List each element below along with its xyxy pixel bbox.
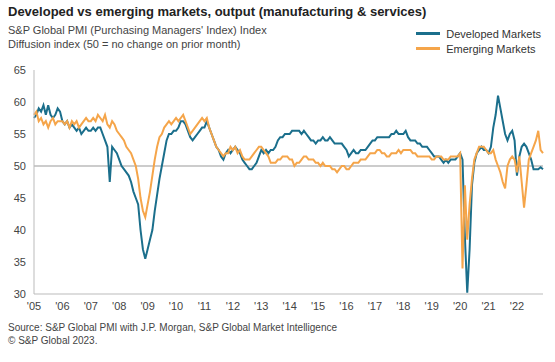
html-text:Developed vs emerging markets,: Developed vs emerging markets, output (m… xyxy=(8,4,427,19)
html-text:Developed Markets: Developed Markets xyxy=(446,27,541,40)
svg-text:55: 55 xyxy=(14,128,26,140)
svg-text:'17: '17 xyxy=(368,300,382,312)
html-text:Diffusion index (50 = no chang: Diffusion index (50 = no change on prior… xyxy=(8,38,241,50)
svg-text:'11: '11 xyxy=(198,300,212,312)
svg-text:'14: '14 xyxy=(283,300,297,312)
svg-text:'16: '16 xyxy=(339,300,353,312)
svg-text:45: 45 xyxy=(14,192,26,204)
svg-text:'21: '21 xyxy=(481,300,495,312)
html-text:S&P Global PMI (Purchasing Man: S&P Global PMI (Purchasing Managers' Ind… xyxy=(8,24,267,36)
svg-text:30: 30 xyxy=(14,288,26,300)
svg-text:35: 35 xyxy=(14,256,26,268)
svg-text:'08: '08 xyxy=(112,300,126,312)
svg-text:'09: '09 xyxy=(140,300,154,312)
svg-text:'20: '20 xyxy=(453,300,467,312)
html-text:Source: S&P Global PMI with J.: Source: S&P Global PMI with J.P. Morgan,… xyxy=(8,322,338,333)
svg-text:'05: '05 xyxy=(27,300,41,312)
svg-text:'22: '22 xyxy=(510,300,524,312)
svg-text:65: 65 xyxy=(14,64,26,76)
svg-text:'07: '07 xyxy=(84,300,98,312)
svg-text:'10: '10 xyxy=(169,300,183,312)
svg-text:'06: '06 xyxy=(55,300,69,312)
svg-text:'18: '18 xyxy=(396,300,410,312)
html-text:Emerging Markets: Emerging Markets xyxy=(446,42,536,55)
html-text:© S&P Global 2023.: © S&P Global 2023. xyxy=(8,335,98,346)
svg-text:60: 60 xyxy=(14,96,26,108)
svg-text:'12: '12 xyxy=(226,300,240,312)
svg-text:'19: '19 xyxy=(425,300,439,312)
svg-text:50: 50 xyxy=(14,160,26,172)
svg-text:40: 40 xyxy=(14,224,26,236)
svg-text:'13: '13 xyxy=(254,300,268,312)
svg-text:'15: '15 xyxy=(311,300,325,312)
